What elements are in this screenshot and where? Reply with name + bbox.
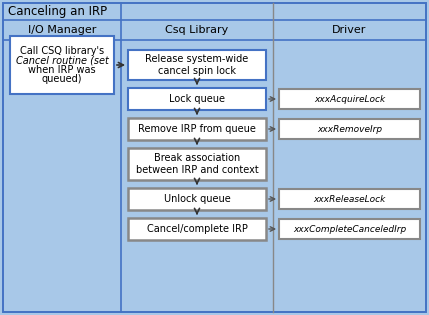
Text: Cancel/complete IRP: Cancel/complete IRP bbox=[147, 224, 248, 234]
FancyBboxPatch shape bbox=[279, 219, 420, 239]
FancyBboxPatch shape bbox=[128, 218, 266, 240]
Text: Unlock queue: Unlock queue bbox=[163, 194, 230, 204]
Text: Break association
between IRP and context: Break association between IRP and contex… bbox=[136, 153, 258, 175]
Text: when IRP was: when IRP was bbox=[28, 65, 96, 75]
FancyBboxPatch shape bbox=[279, 89, 420, 109]
Text: xxxRemoveIrp: xxxRemoveIrp bbox=[317, 124, 382, 134]
FancyBboxPatch shape bbox=[279, 119, 420, 139]
FancyBboxPatch shape bbox=[279, 189, 420, 209]
FancyBboxPatch shape bbox=[3, 3, 426, 312]
Text: xxxCompleteCanceledIrp: xxxCompleteCanceledIrp bbox=[293, 225, 406, 233]
Text: Lock queue: Lock queue bbox=[169, 94, 225, 104]
Text: Canceling an IRP: Canceling an IRP bbox=[8, 5, 107, 18]
FancyBboxPatch shape bbox=[128, 50, 266, 80]
Text: Cancel routine (set: Cancel routine (set bbox=[15, 55, 109, 65]
Text: Csq Library: Csq Library bbox=[165, 25, 229, 35]
Text: Release system-wide
cancel spin lock: Release system-wide cancel spin lock bbox=[145, 54, 249, 76]
Text: Remove IRP from queue: Remove IRP from queue bbox=[138, 124, 256, 134]
FancyBboxPatch shape bbox=[128, 88, 266, 110]
Text: Call CSQ library's: Call CSQ library's bbox=[20, 46, 104, 56]
Text: xxxReleaseLock: xxxReleaseLock bbox=[313, 194, 386, 203]
Text: I/O Manager: I/O Manager bbox=[28, 25, 96, 35]
Text: xxxAcquireLock: xxxAcquireLock bbox=[314, 94, 385, 104]
FancyBboxPatch shape bbox=[128, 118, 266, 140]
FancyBboxPatch shape bbox=[10, 36, 114, 94]
FancyBboxPatch shape bbox=[128, 148, 266, 180]
Text: Driver: Driver bbox=[332, 25, 367, 35]
FancyBboxPatch shape bbox=[128, 188, 266, 210]
Text: queued): queued) bbox=[42, 74, 82, 84]
